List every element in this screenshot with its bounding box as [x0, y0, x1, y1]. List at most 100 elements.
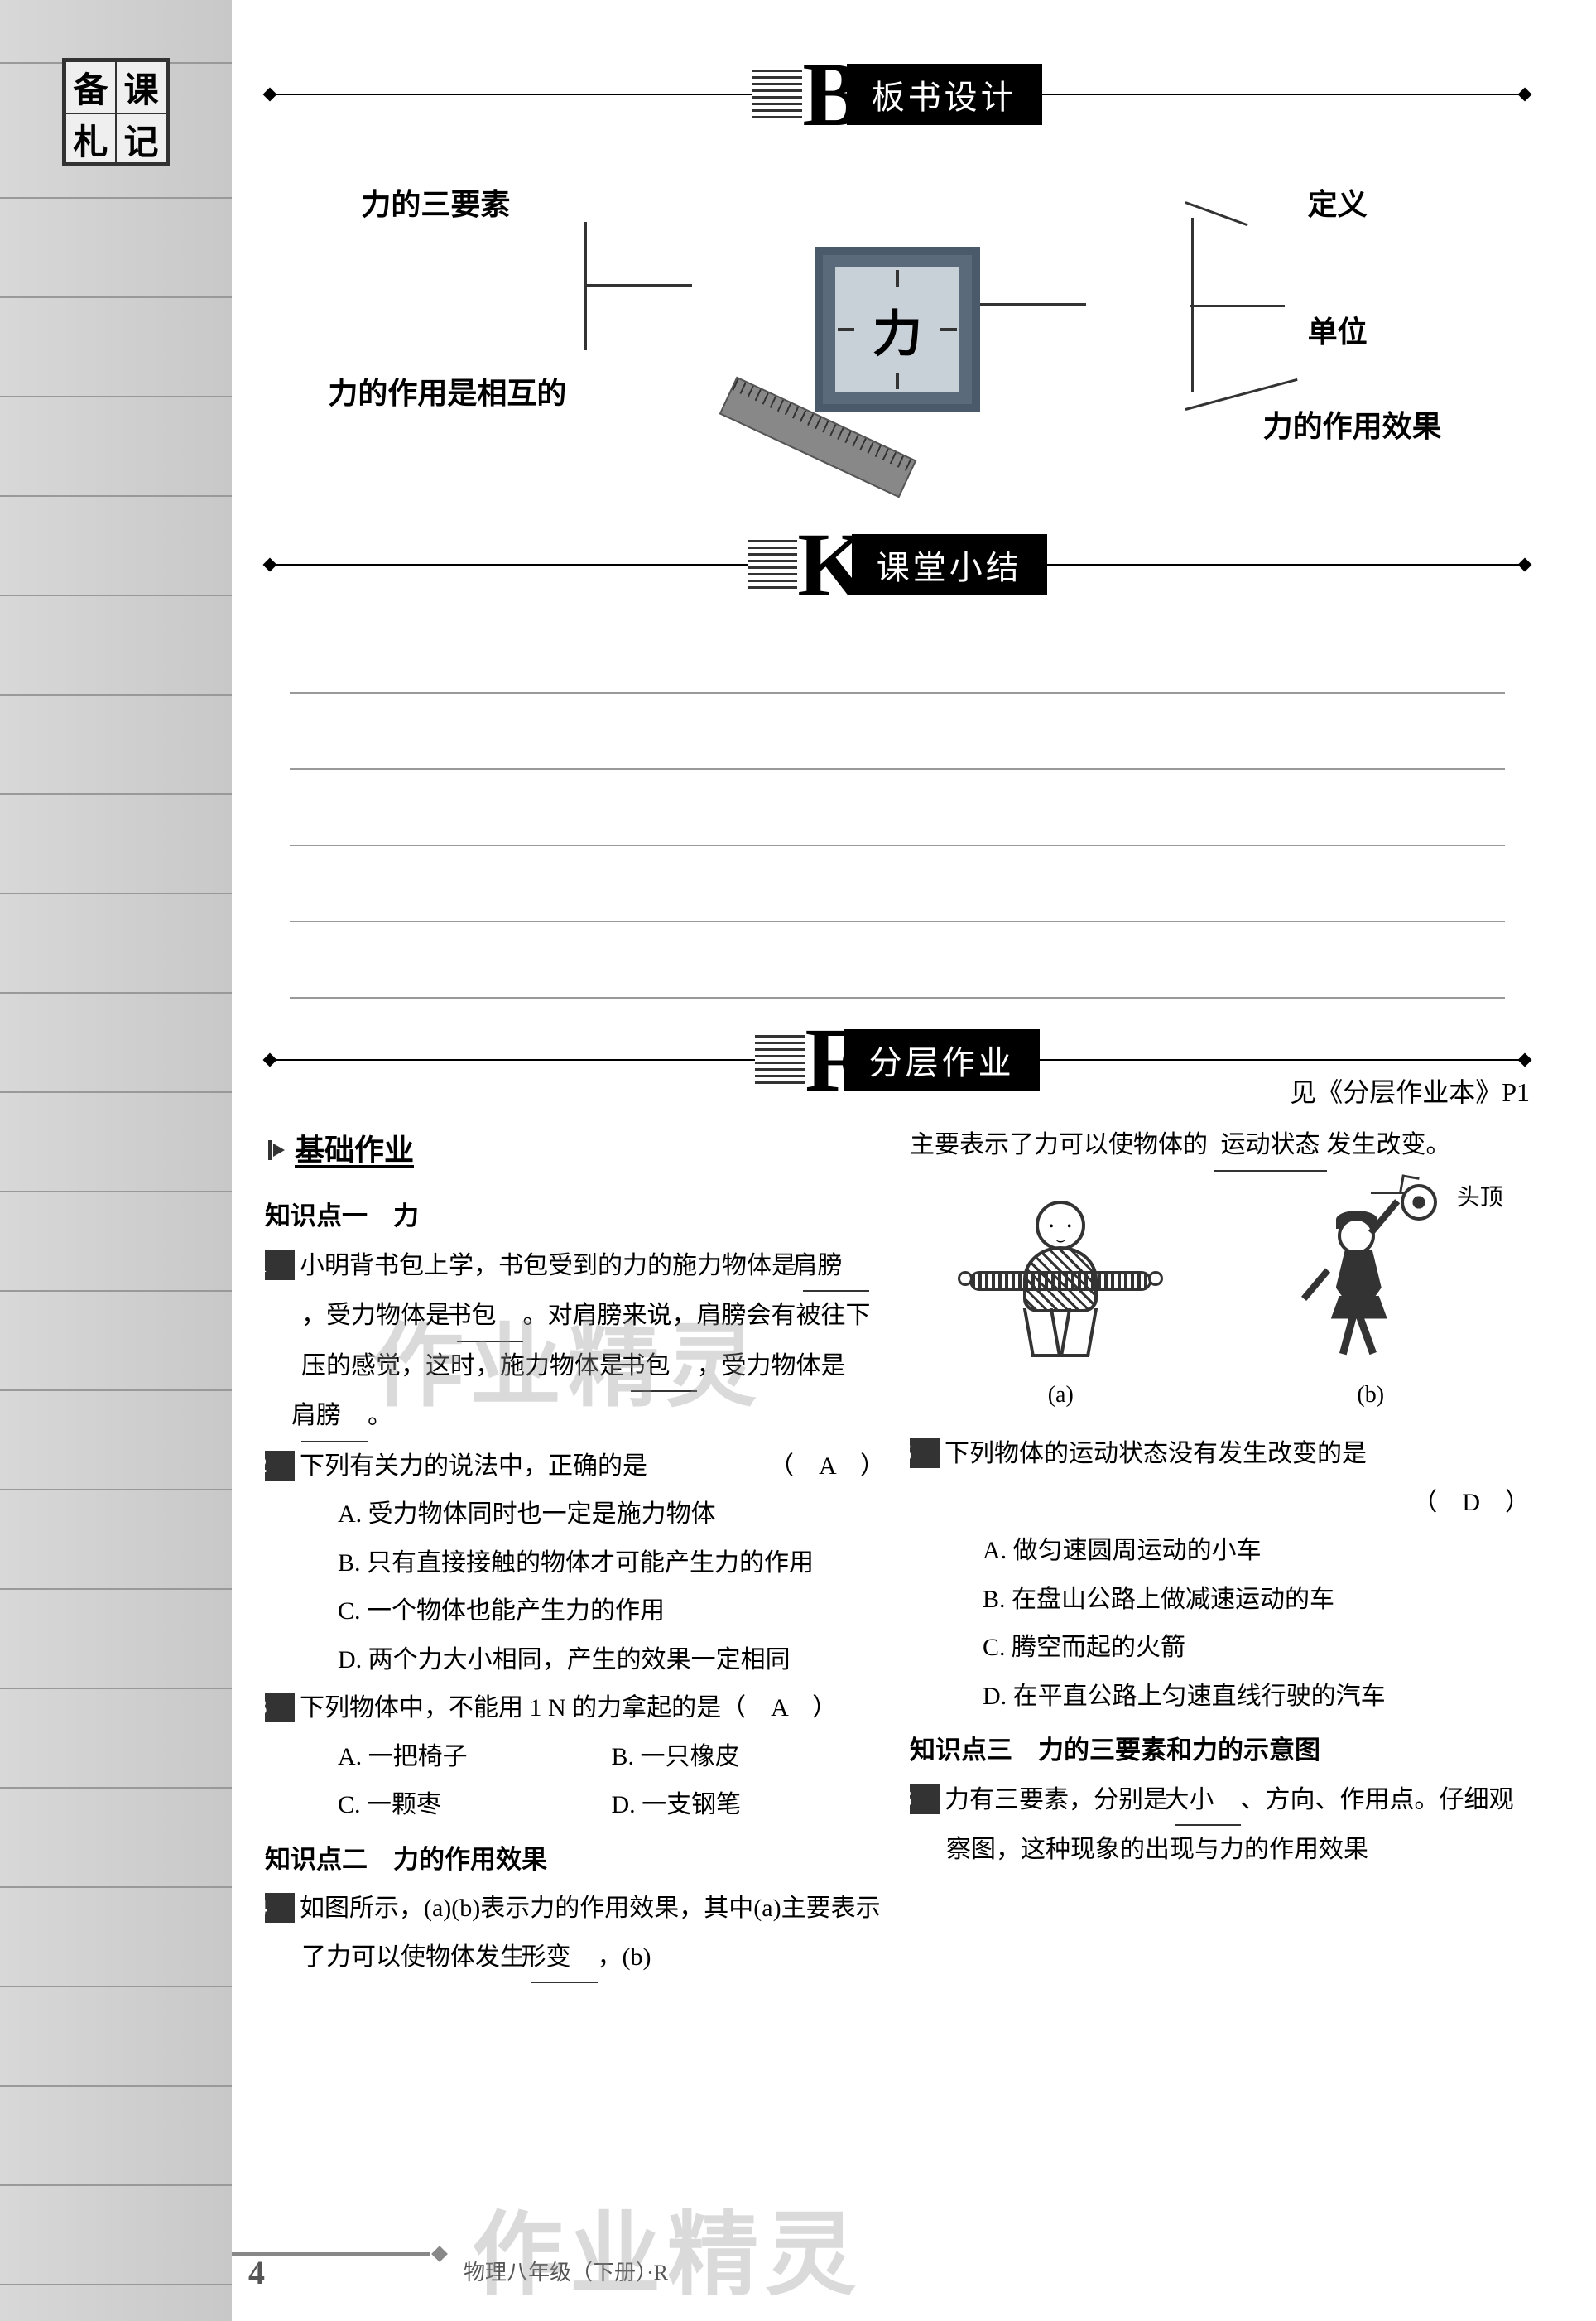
- question-number: 3: [265, 1693, 295, 1722]
- question-3: 3下列物体中，不能用 1 N 的力拿起的是（ A ）: [265, 1684, 885, 1733]
- mindmap-node-right-top: 定义: [1308, 181, 1368, 224]
- figure-label-line: [1371, 1192, 1404, 1194]
- sub-title-basic: 基础作业: [295, 1121, 414, 1179]
- q3-options: A. 一把椅子 B. 一只橡皮 C. 一颗枣 D. 一支钢笔: [265, 1733, 885, 1830]
- q2-text: 下列有关力的说法中，正确的是: [300, 1452, 647, 1480]
- section-label-f: 分层作业: [844, 1029, 1040, 1091]
- figure-hand-icon: [958, 1271, 973, 1286]
- margin-ruled-lines: [0, 0, 232, 2321]
- figure-leg-icon: [1356, 1314, 1377, 1354]
- watermark: 作业精灵: [472, 2180, 863, 2313]
- figure-spring-icon: [969, 1271, 1151, 1291]
- figure-a-wrapper: (a): [994, 1201, 1127, 1418]
- section-letter-k: K: [797, 528, 868, 601]
- branch-line: [978, 303, 1086, 306]
- question-4-part2: 主要表示了力可以使物体的 运动状态发生改变。: [910, 1121, 1530, 1172]
- section-letter-f: F: [805, 1023, 860, 1096]
- notes-dotted-area: [290, 618, 1505, 999]
- stamp-char: 备: [65, 61, 116, 113]
- q1-blank-4: 肩膀: [301, 1392, 368, 1442]
- q5-answer: （ D ）: [910, 1479, 1530, 1528]
- branch-line: [1185, 201, 1247, 226]
- knowledge-point-1: 知识点一 力: [265, 1192, 885, 1241]
- mindmap-center: 力: [815, 247, 980, 412]
- q1-text-d: ，受力物体是: [697, 1352, 846, 1380]
- figure-ball-icon: [1401, 1184, 1437, 1221]
- figure-row: (a) 头顶: [910, 1184, 1530, 1418]
- stamp-char: 记: [116, 113, 166, 166]
- branch-line: [584, 284, 692, 287]
- figure-caption-a: (a): [994, 1373, 1127, 1418]
- q3-option-d: D. 一支钢笔: [612, 1781, 886, 1830]
- figure-b-wrapper: 头顶 (b): [1296, 1184, 1445, 1418]
- section-letter-b: B: [802, 58, 863, 131]
- figure-legs-icon: [1027, 1308, 1094, 1358]
- q5-option-a: A. 做匀速圆周运动的小车: [983, 1527, 1530, 1576]
- q5-option-d: D. 在平直公路上匀速直线行驶的汽车: [983, 1673, 1530, 1721]
- figure-b-person: 头顶: [1296, 1184, 1445, 1366]
- q5-options: A. 做匀速圆周运动的小车 B. 在盘山公路上做减速运动的车 C. 腾空而起的火…: [910, 1527, 1530, 1721]
- q6-text-a: 力有三要素，分别是: [945, 1786, 1168, 1813]
- diamond-icon: [1518, 1053, 1532, 1067]
- figure-ball-label: 头顶: [1457, 1176, 1503, 1221]
- stripes-icon: [748, 540, 797, 590]
- question-number: 4: [265, 1893, 295, 1923]
- divider-line: [275, 94, 752, 95]
- q2-answer: （ A ）: [805, 1442, 885, 1491]
- mindmap-diagram: 力的三要素 力的作用是相互的 定义 单位 力的作用效果 力: [328, 156, 1466, 503]
- margin-column: 备 课 札 记: [0, 0, 232, 2321]
- content-column: B 板书设计 力的三要素 力的作用是相互的 定义 单位 力的作用效果 力: [232, 0, 1596, 2321]
- branch-line: [1190, 305, 1285, 307]
- page-number: 4: [248, 2253, 265, 2292]
- question-number: 6: [910, 1784, 940, 1814]
- mindmap-node-left-bottom: 力的作用是相互的: [328, 369, 566, 412]
- notes-stamp: 备 课 札 记: [62, 58, 170, 166]
- divider-line: [1042, 94, 1520, 95]
- q3-option-a: A. 一把椅子: [338, 1733, 612, 1782]
- stamp-char: 课: [116, 61, 166, 113]
- sub-header-basic: 基础作业: [265, 1121, 885, 1179]
- q2-option-b: B. 只有直接接触的物体才可能产生力的作用: [338, 1539, 885, 1588]
- q1-blank-3: 书包: [631, 1342, 697, 1393]
- question-5: 5下列物体的运动状态没有发生改变的是: [910, 1430, 1530, 1479]
- q5-option-b: B. 在盘山公路上做减速运动的车: [983, 1576, 1530, 1625]
- figure-hand-icon: [1148, 1271, 1163, 1286]
- figure-head-icon: [1338, 1217, 1375, 1254]
- q4-blank-2: 运动状态: [1214, 1121, 1327, 1172]
- page-footer-text: 物理八年级（下册）·R: [464, 2256, 668, 2286]
- left-column: 基础作业 知识点一 力 1小明背书包上学，书包受到的力的施力物体是 肩膀 ，受力物…: [265, 1121, 885, 1983]
- q1-blank-2: 书包: [457, 1292, 523, 1342]
- q3-option-c: C. 一颗枣: [338, 1781, 612, 1830]
- question-number: 1: [265, 1250, 295, 1280]
- divider-line: [275, 1059, 755, 1061]
- q1-text-e: 。: [368, 1402, 392, 1429]
- question-1: 1小明背书包上学，书包受到的力的施力物体是 肩膀，受力物体是 书包。对肩膀来说，…: [265, 1242, 885, 1442]
- q5-text: 下列物体的运动状态没有发生改变的是: [945, 1440, 1367, 1467]
- figure-caption-b: (b): [1296, 1373, 1445, 1418]
- arrow-icon: [265, 1139, 288, 1162]
- q1-blank-1: 肩膀: [803, 1242, 869, 1293]
- q6-blank-1: 大小: [1175, 1776, 1241, 1827]
- section-header-b: B 板书设计: [265, 58, 1530, 131]
- q4-text-b: ，(b): [598, 1943, 651, 1971]
- q2-options: A. 受力物体同时也一定是施力物体 B. 只有直接接触的物体才可能产生力的作用 …: [265, 1490, 885, 1684]
- right-column: 主要表示了力可以使物体的 运动状态发生改变。 (a): [910, 1121, 1530, 1983]
- q2-option-d: D. 两个力大小相同，产生的效果一定相同: [338, 1636, 885, 1685]
- mindmap-node-left-top: 力的三要素: [361, 181, 510, 224]
- figure-head-icon: [1036, 1201, 1085, 1250]
- divider-line: [1047, 564, 1520, 566]
- question-6: 6力有三要素，分别是 大小、方向、作用点。仔细观察图，这种现象的出现与力的作用效…: [910, 1776, 1530, 1875]
- figure-arm-icon: [1301, 1268, 1330, 1301]
- q4-blank-1: 形变: [531, 1933, 598, 1984]
- mindmap-center-label: 力: [873, 294, 922, 366]
- mindmap-node-right-bottom: 力的作用效果: [1263, 402, 1442, 445]
- q2-option-c: C. 一个物体也能产生力的作用: [338, 1587, 885, 1636]
- question-number: 2: [265, 1451, 295, 1481]
- divider-line: [1040, 1059, 1520, 1061]
- stripes-icon: [755, 1035, 805, 1085]
- q1-text-a: 小明背书包上学，书包受到的力的施力物体是: [300, 1252, 796, 1279]
- q5-option-c: C. 腾空而起的火箭: [983, 1624, 1530, 1673]
- divider-line: [275, 564, 748, 566]
- mindmap-node-right-mid: 单位: [1308, 308, 1368, 351]
- diamond-icon: [1518, 558, 1532, 572]
